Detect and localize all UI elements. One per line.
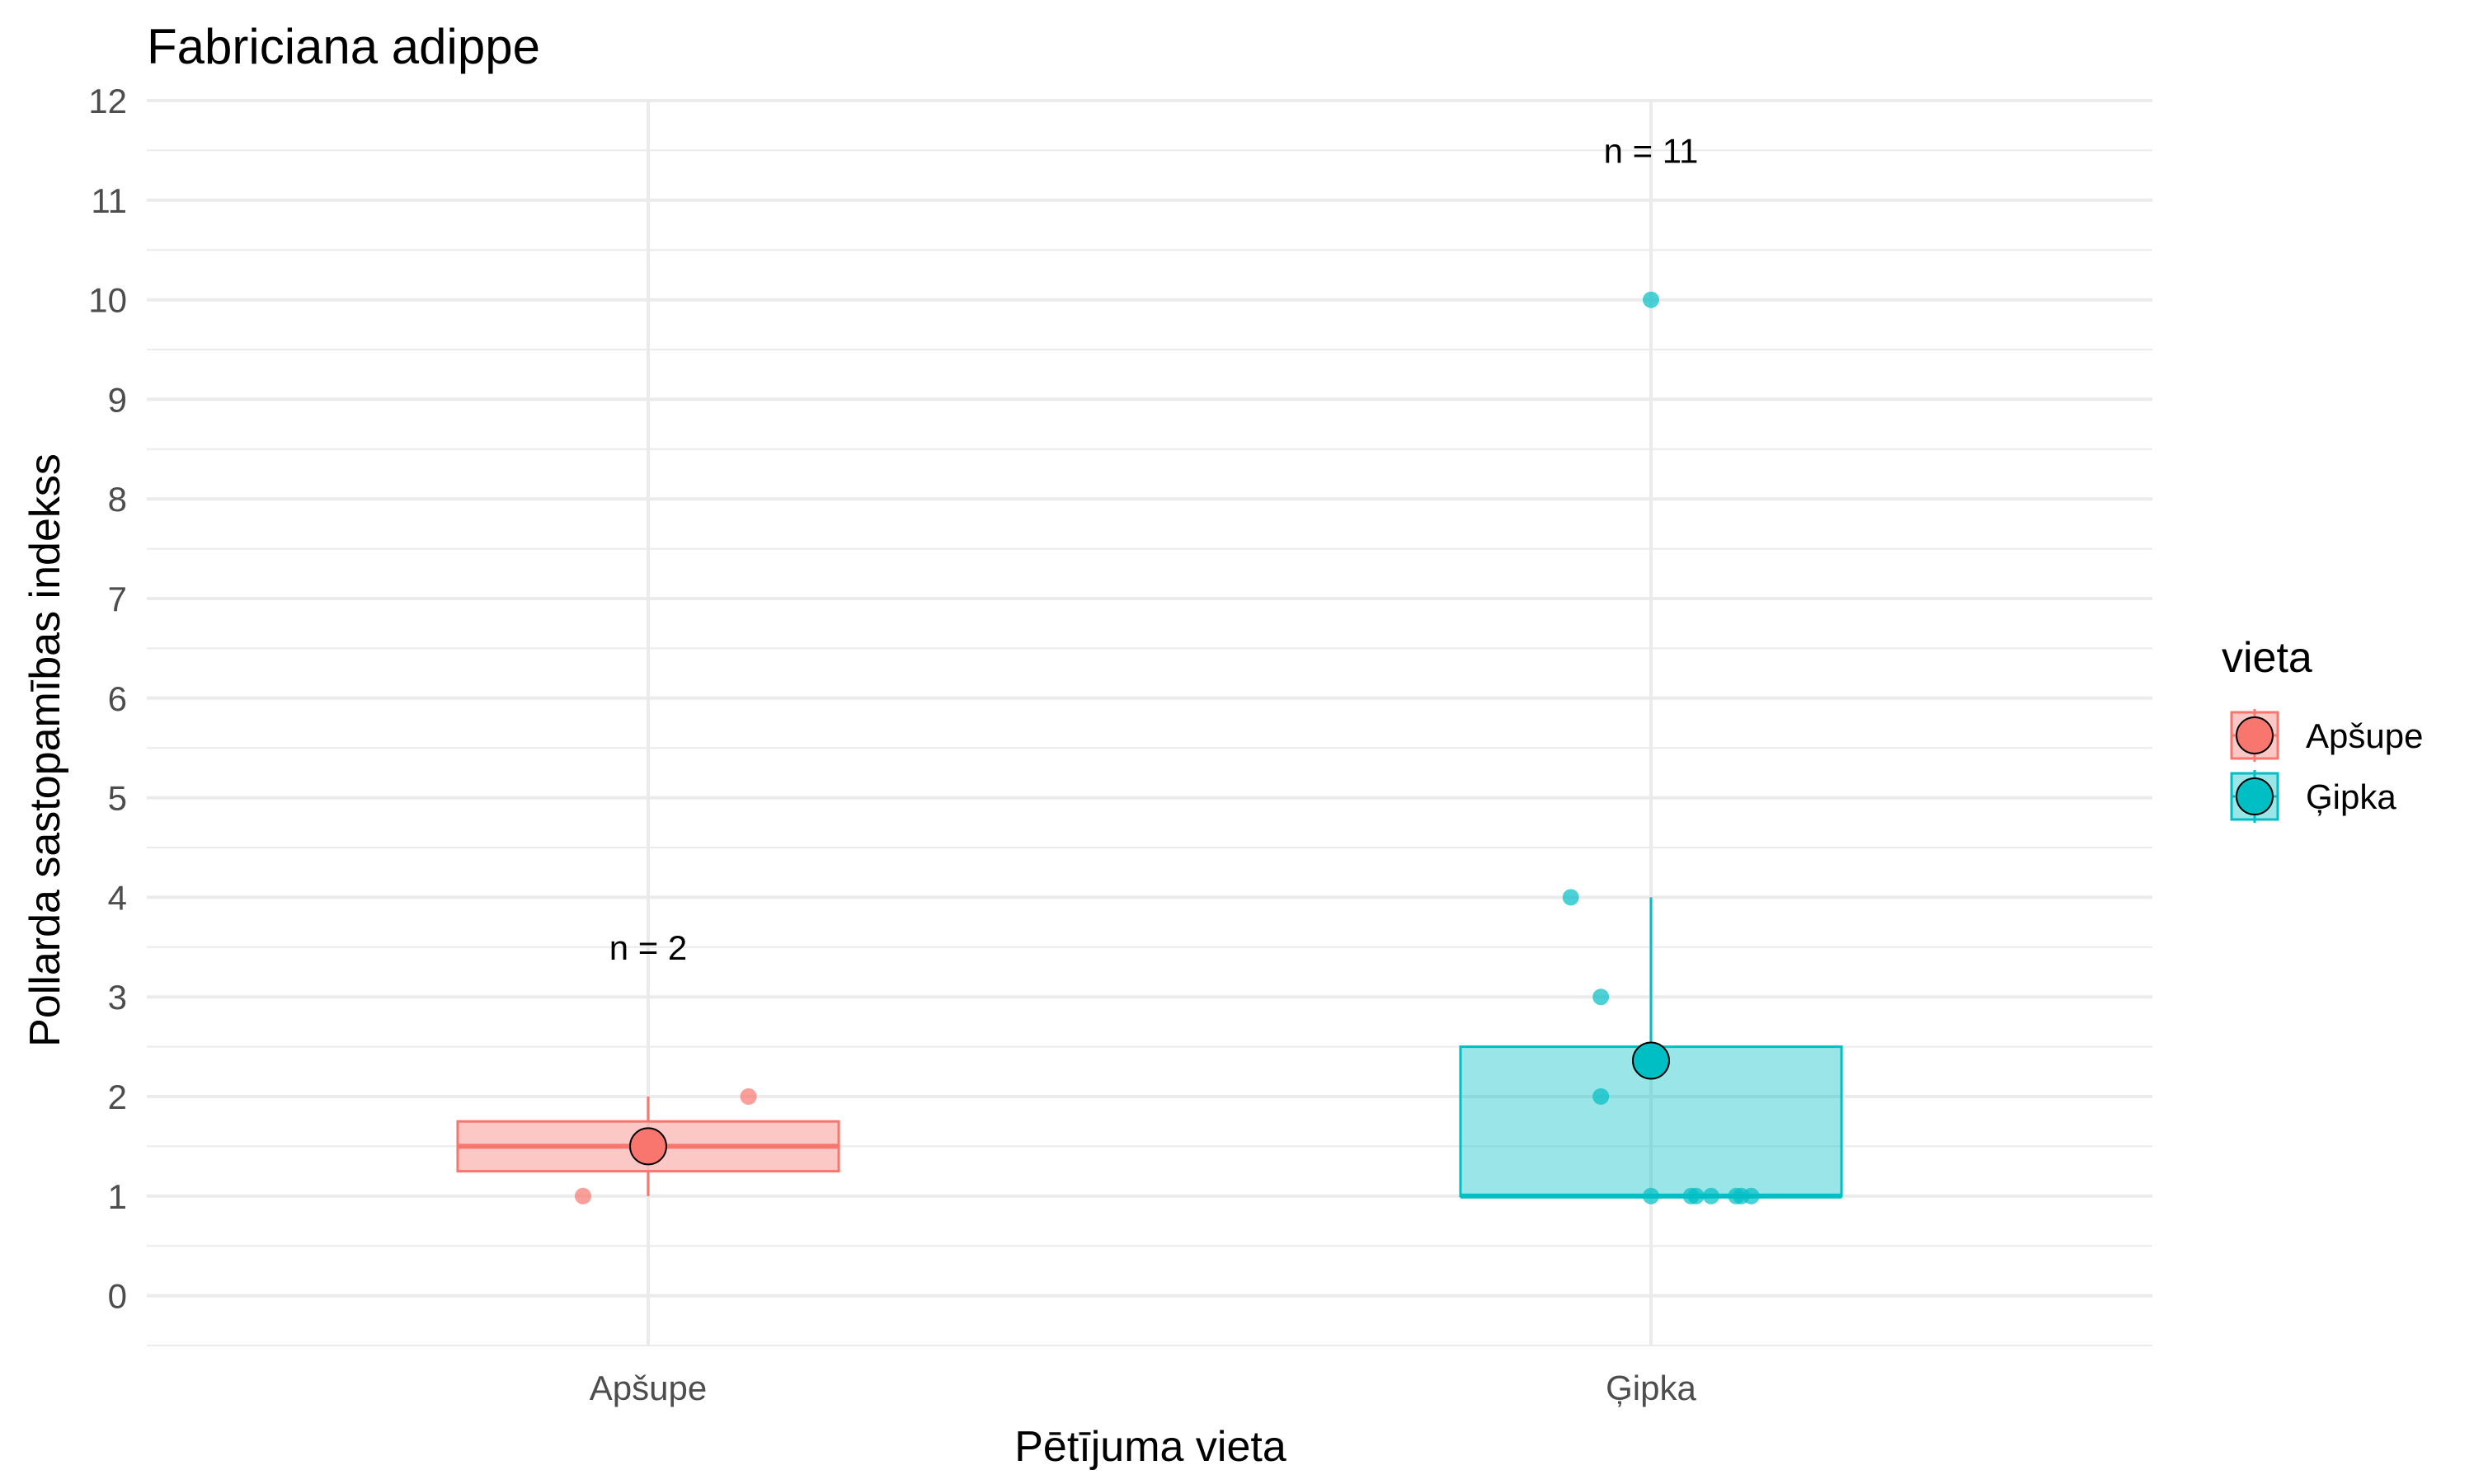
legend-title: vieta	[2222, 634, 2312, 682]
data-point	[1643, 291, 1659, 308]
y-tick-label: 10	[88, 281, 127, 320]
mean-point	[629, 1127, 667, 1166]
y-tick-label: 9	[108, 380, 127, 419]
data-point	[574, 1187, 591, 1205]
y-tick-label: 6	[108, 679, 127, 718]
count-label: n = 11	[1604, 131, 1699, 170]
count-annotations: n = 2 n = 11	[609, 131, 1699, 966]
legend-label: Apšupe	[2306, 716, 2423, 755]
y-tick-label: 4	[108, 878, 127, 917]
count-label: n = 2	[609, 928, 688, 967]
y-axis-title: Pollarda sastopamības indekss	[21, 453, 69, 1047]
x-tick-label: Apšupe	[590, 1369, 707, 1407]
data-point	[1592, 989, 1610, 1006]
x-axis-title: Pētījuma vieta	[1014, 1423, 1286, 1471]
y-tick-label: 8	[108, 480, 127, 519]
data-point	[1687, 1187, 1705, 1205]
data-point	[1643, 1187, 1659, 1205]
y-tick-label: 7	[108, 580, 127, 618]
grid-lines	[147, 99, 2152, 1346]
chart-title: Fabriciana adippe	[147, 19, 540, 74]
data-point	[1562, 889, 1579, 906]
mean-point	[1632, 1041, 1670, 1080]
y-tick-label: 1	[108, 1177, 127, 1216]
y-tick-label: 2	[108, 1078, 127, 1116]
y-tick-label: 0	[108, 1277, 127, 1316]
legend-key-point	[2236, 716, 2274, 754]
legend-label: Ģipka	[2306, 777, 2396, 816]
y-tick-label: 12	[88, 82, 127, 120]
data-point	[1592, 1088, 1610, 1105]
y-tick-label: 5	[108, 779, 127, 818]
legend-key-point	[2236, 777, 2274, 815]
y-tick-label: 11	[91, 181, 127, 220]
y-tick-label: 3	[108, 978, 127, 1017]
point-layer	[574, 291, 1760, 1205]
legend: vieta Apšupe Ģipka	[2222, 634, 2423, 823]
x-tick-label: Ģipka	[1606, 1369, 1696, 1407]
data-point	[1702, 1187, 1719, 1205]
data-point	[740, 1088, 757, 1105]
data-point	[1743, 1187, 1760, 1205]
